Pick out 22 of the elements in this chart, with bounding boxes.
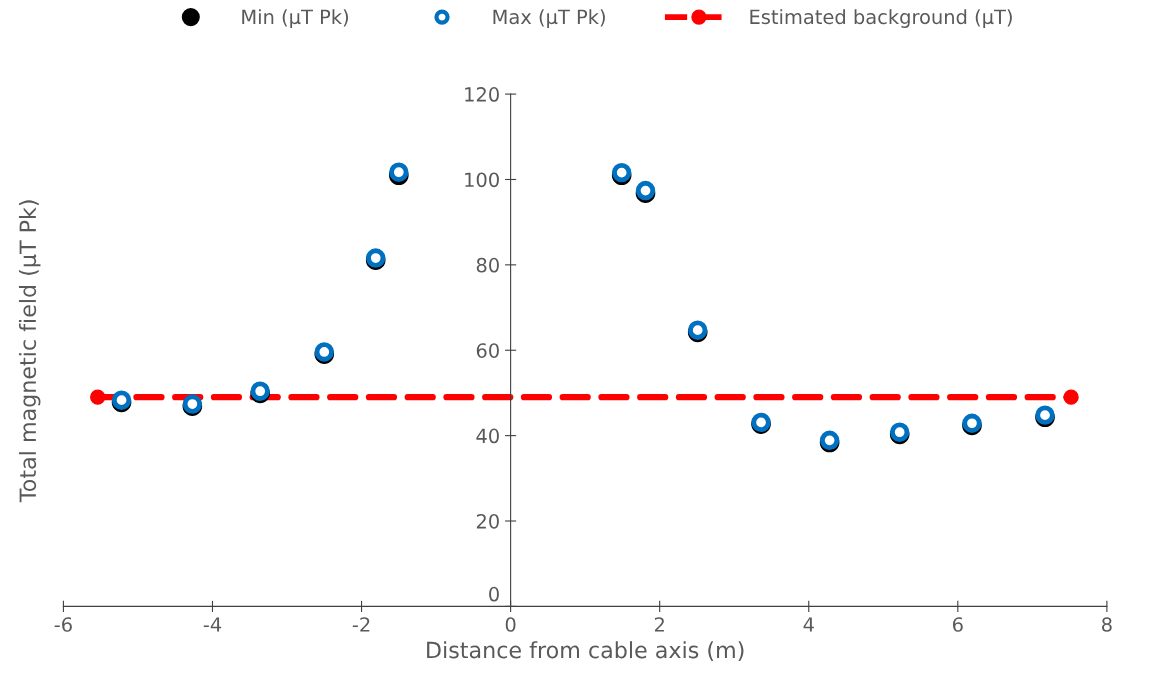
- point: [90, 389, 106, 405]
- legend-label: Max (µT Pk): [493, 9, 605, 28]
- y-tick-label: 80: [476, 257, 499, 273]
- y-tick-label: 0: [489, 586, 499, 602]
- x-tick-label: 4: [803, 617, 814, 632]
- point: [1063, 389, 1079, 405]
- x-tick-label: 2: [654, 617, 664, 632]
- y-tick-label: 40: [476, 428, 499, 444]
- x-tick-label: 8: [1102, 617, 1112, 632]
- x-tick-label: 0: [505, 617, 516, 632]
- y-tick-label: 60: [476, 343, 499, 358]
- y-tick-label: 100: [465, 172, 499, 188]
- y-tick-label: 120: [465, 87, 499, 102]
- x-axis-title: Distance from cable axis (m): [427, 641, 744, 661]
- x-tick-label: -6: [54, 617, 72, 632]
- legend-label: Min (µT Pk): [242, 9, 348, 28]
- x-tick-label: 6: [952, 617, 963, 632]
- x-tick-label: -4: [203, 617, 222, 632]
- y-tick-label: 20: [476, 513, 499, 529]
- y-axis-title: Total magnetic field (µT Pk): [18, 200, 41, 503]
- x-tick-label: -2: [352, 617, 370, 632]
- legend-label: Estimated background (µT): [750, 9, 1012, 28]
